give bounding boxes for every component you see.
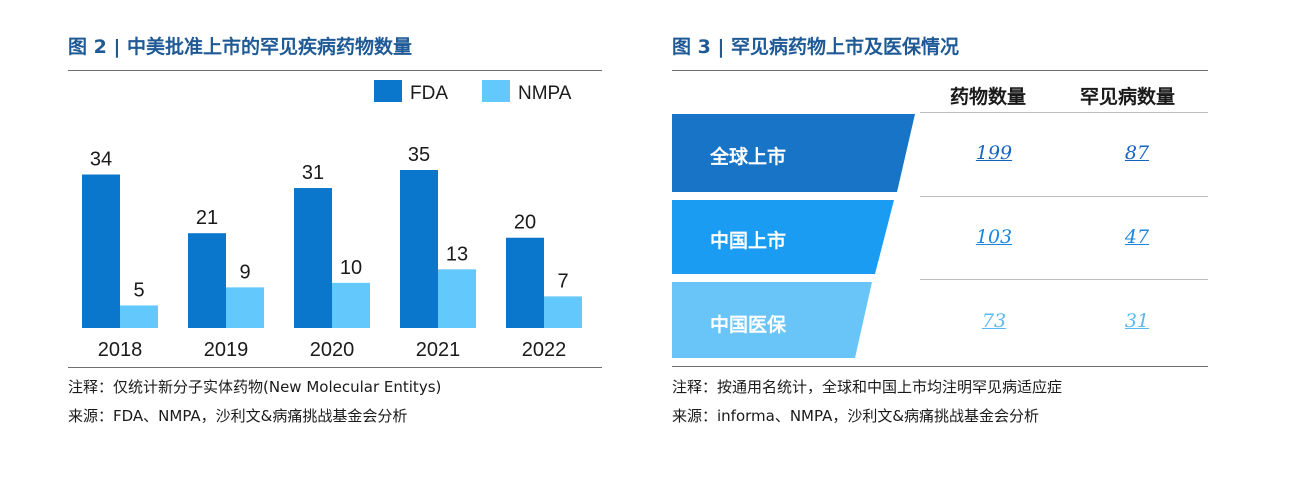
data-label-nmpa-2019: 9: [239, 261, 250, 283]
data-label-nmpa-2021: 13: [446, 243, 468, 265]
col-header-diseases: 罕见病数量: [1080, 86, 1176, 108]
cell-global-drugs[interactable]: 199: [975, 142, 1013, 164]
bar-fda-2018: [82, 174, 120, 328]
data-label-fda-2019: 21: [196, 207, 218, 229]
cell-insurance-diseases[interactable]: 31: [1124, 310, 1150, 332]
table-source: 来源：informa、NMPA，沙利文&病痛挑战基金会分析: [672, 407, 1040, 425]
figure-3-title: 图 3 | 罕见病药物上市及医保情况: [672, 36, 960, 58]
data-label-nmpa-2020: 10: [340, 257, 362, 279]
table-note: 注释：按通用名统计，全球和中国上市均注明罕见病适应症: [672, 378, 1063, 396]
bar-fda-2021: [400, 170, 438, 328]
header-separator: [920, 112, 1208, 113]
legend-label-fda: FDA: [410, 83, 448, 104]
bar-nmpa-2020: [332, 282, 370, 328]
x-tick-label-2019: 2019: [204, 339, 249, 361]
x-tick-label-2020: 2020: [310, 339, 355, 361]
row-label-shape-insurance: [672, 282, 872, 358]
cell-china-diseases[interactable]: 47: [1124, 226, 1150, 248]
data-label-fda-2021: 35: [408, 144, 430, 166]
row-label-shape-china: [672, 200, 894, 274]
top-rule: [68, 70, 602, 71]
bar-fda-2019: [188, 233, 226, 328]
x-tick-label-2022: 2022: [522, 339, 567, 361]
chart-source: 来源：FDA、NMPA，沙利文&病痛挑战基金会分析: [68, 407, 408, 425]
bar-fda-2022: [506, 237, 544, 328]
data-label-nmpa-2018: 5: [133, 279, 144, 301]
figure-2-title: 图 2 | 中美批准上市的罕见疾病药物数量: [68, 36, 413, 58]
row-label-insurance: 中国医保: [710, 314, 787, 336]
data-label-fda-2018: 34: [90, 149, 112, 171]
data-label-fda-2020: 31: [302, 162, 324, 184]
legend-swatch-fda: [374, 80, 402, 102]
bar-nmpa-2022: [544, 296, 582, 328]
bar-nmpa-2018: [120, 305, 158, 328]
row-label-china: 中国上市: [710, 230, 787, 252]
bottom-rule: [672, 366, 1208, 367]
legend-label-nmpa: NMPA: [518, 83, 572, 104]
x-tick-label-2018: 2018: [98, 339, 143, 361]
row-separator: [920, 279, 1208, 280]
row-separator: [920, 196, 1208, 197]
chart-note: 注释：仅统计新分子实体药物(New Molecular Entitys): [68, 378, 442, 396]
x-tick-label-2021: 2021: [416, 339, 461, 361]
cell-china-drugs[interactable]: 103: [975, 226, 1013, 248]
bar-fda-2020: [294, 188, 332, 328]
data-label-fda-2022: 20: [514, 212, 536, 234]
bar-chart: FDA NMPA 34 5 2018 21 9 2019 31 10 2020 35 13 2021 20 7…: [82, 80, 582, 361]
legend-swatch-nmpa: [482, 80, 510, 102]
bar-nmpa-2021: [438, 269, 476, 328]
data-label-nmpa-2022: 7: [557, 270, 568, 292]
row-label-shape-global: [672, 114, 915, 192]
bar-nmpa-2019: [226, 287, 264, 328]
top-rule: [672, 70, 1208, 71]
row-label-global: 全球上市: [710, 146, 787, 168]
cell-global-diseases[interactable]: 87: [1124, 142, 1150, 164]
col-header-drugs: 药物数量: [950, 86, 1027, 108]
cell-insurance-drugs[interactable]: 73: [981, 310, 1007, 332]
bottom-rule: [68, 367, 602, 368]
